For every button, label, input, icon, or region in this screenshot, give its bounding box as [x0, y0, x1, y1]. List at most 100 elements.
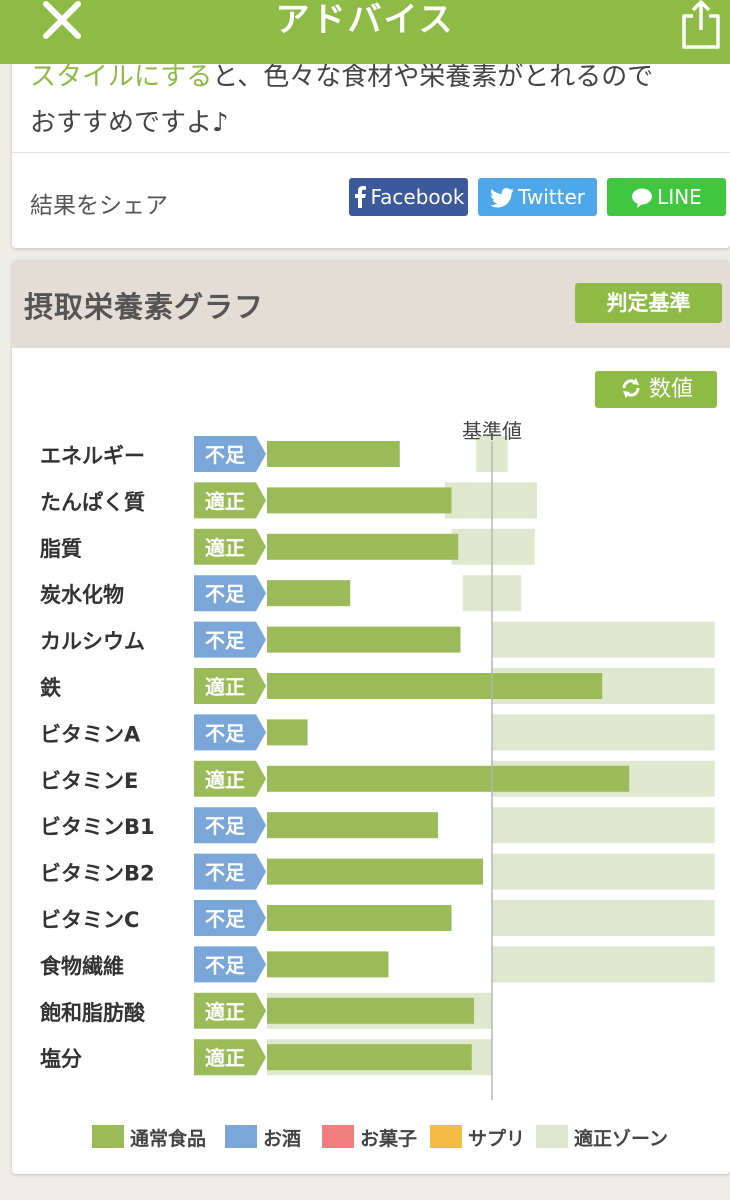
nutrient-bar: [267, 812, 438, 839]
nutrient-bar: [267, 533, 459, 560]
nutrient-label: ビタミンA: [40, 722, 141, 746]
legend-label: 通常食品: [130, 1128, 207, 1150]
status-badge: [194, 760, 266, 797]
legend-swatch: [536, 1125, 568, 1148]
nutrient-bar: [267, 441, 400, 467]
nutrient-bar: [267, 905, 452, 931]
legend-label: お酒: [263, 1128, 302, 1150]
status-badge: [194, 807, 266, 844]
share-icon[interactable]: [678, 0, 724, 50]
facebook-label: Facebook: [370, 185, 465, 209]
status-badge-label: 不足: [205, 861, 246, 885]
nutrient-bar: [267, 765, 630, 792]
status-badge: [194, 621, 266, 658]
nutrient-bar: [267, 487, 452, 514]
advice-card: スタイルにすると、色々な食材や栄養素がとれるので おすすめですよ♪ 結果をシェア…: [12, 40, 730, 248]
status-badge: [194, 436, 266, 472]
nutrient-label: 鉄: [40, 676, 61, 700]
nutrient-label: 食物繊維: [40, 954, 124, 978]
zone-band: [492, 946, 715, 983]
status-badge: [194, 482, 266, 519]
status-badge: [194, 900, 266, 936]
advice-text: スタイルにすると、色々な食材や栄養素がとれるので おすすめですよ♪: [30, 54, 710, 146]
nutrient-bar: [267, 951, 389, 978]
graph-section-title: 摂取栄養素グラフ: [24, 290, 265, 324]
zone-band: [492, 807, 715, 844]
nutrient-label: ビタミンB2: [40, 862, 155, 886]
status-badge: [194, 668, 266, 704]
zone-band: [492, 714, 715, 751]
legend-label: サプリ: [468, 1128, 526, 1150]
nutrient-label: たんぱく質: [40, 490, 145, 514]
status-badge: [194, 946, 266, 983]
nutrient-bar: [267, 626, 461, 653]
zone-band: [492, 621, 715, 658]
advice-line-2: おすすめですよ♪: [30, 108, 229, 138]
status-badge-label: 適正: [205, 768, 245, 792]
legend-swatch: [430, 1125, 462, 1148]
criteria-button[interactable]: 判定基準: [575, 283, 722, 323]
status-badge: [194, 1039, 266, 1076]
legend-swatch: [322, 1125, 354, 1148]
facebook-icon: [354, 186, 366, 208]
reference-label: 基準値: [462, 419, 522, 443]
nutrient-bar: [267, 997, 474, 1024]
status-badge-label: 不足: [205, 629, 246, 653]
zone-band: [492, 900, 715, 936]
nutrient-label: 飽和脂肪酸: [39, 1001, 146, 1025]
legend-label: 適正ゾーン: [574, 1128, 669, 1150]
status-badge-label: 適正: [205, 1000, 245, 1024]
line-label: LINE: [657, 185, 702, 209]
status-badge-label: 不足: [205, 953, 246, 977]
nutrient-label: 脂質: [40, 537, 82, 561]
twitter-share-button[interactable]: Twitter: [478, 178, 597, 216]
legend-swatch: [225, 1125, 257, 1148]
status-badge-label: 不足: [205, 443, 246, 467]
page-title: アドバイス: [275, 0, 455, 40]
facebook-share-button[interactable]: Facebook: [349, 178, 468, 216]
nutrient-label: ビタミンC: [40, 908, 139, 932]
nutrient-bar: [267, 580, 351, 607]
status-badge: [194, 575, 266, 612]
nutrient-bar: [267, 673, 603, 699]
status-badge-label: 適正: [205, 489, 245, 513]
graph-section-header: 摂取栄養素グラフ 判定基準: [12, 260, 730, 348]
line-share-button[interactable]: LINE: [607, 178, 726, 216]
share-label: 結果をシェア: [30, 193, 168, 219]
nutrient-bar: [267, 1044, 472, 1071]
refresh-icon: [622, 378, 640, 398]
zone-band: [451, 528, 535, 565]
nutrient-label: 炭水化物: [40, 583, 124, 607]
advice-highlight[interactable]: スタイルにする: [30, 62, 213, 92]
legend-label: お菓子: [360, 1128, 418, 1150]
status-badge-label: 不足: [205, 907, 246, 931]
divider: [12, 152, 730, 153]
nutrient-graph-card: 摂取栄養素グラフ 判定基準 エネルギー 不足 たんぱく質 適正 脂質 適正 炭水化物 不足 カル…: [12, 260, 730, 1174]
nutrient-label: カルシウム: [40, 630, 145, 654]
nutrient-label: エネルギー: [40, 444, 145, 468]
status-badge-label: 適正: [205, 1046, 245, 1070]
value-button-label: 数値: [648, 377, 693, 402]
status-badge-label: 不足: [205, 721, 246, 745]
close-icon[interactable]: [40, 0, 84, 42]
legend-swatch: [92, 1125, 124, 1148]
status-badge: [194, 992, 266, 1029]
value-toggle-button[interactable]: 数値: [595, 371, 717, 408]
nutrient-label: ビタミンB1: [40, 815, 155, 839]
status-badge-label: 適正: [205, 536, 245, 560]
zone-band: [444, 482, 537, 519]
status-badge: [194, 714, 266, 751]
twitter-label: Twitter: [517, 185, 586, 209]
status-badge-label: 適正: [205, 675, 245, 699]
status-badge: [194, 853, 266, 890]
zone-band: [492, 853, 715, 890]
nutrient-label: 塩分: [40, 1047, 82, 1071]
app-header: アドバイス: [0, 0, 730, 64]
status-badge: [194, 528, 266, 565]
status-badge-label: 不足: [205, 814, 246, 838]
twitter-bird-icon: [489, 188, 514, 208]
line-chat-icon: [632, 188, 653, 208]
advice-line-1: と、色々な食材や栄養素がとれるので: [212, 62, 654, 92]
nutrient-label: ビタミンE: [40, 769, 138, 793]
